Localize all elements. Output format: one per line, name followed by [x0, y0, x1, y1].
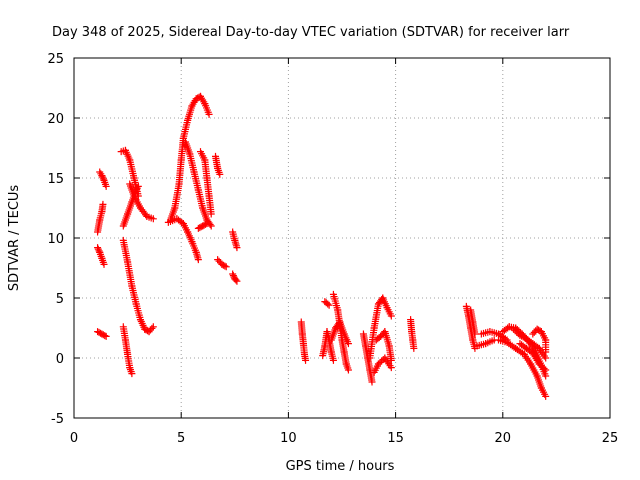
data-point — [194, 256, 202, 264]
data-point — [221, 262, 229, 270]
data-point — [99, 173, 107, 181]
data-point — [128, 370, 136, 378]
x-axis-title: GPS time / hours — [286, 459, 395, 474]
y-axis-ticks: -5 0 5 10 15 20 25 — [47, 52, 610, 427]
x-axis-ticks: 0 5 10 15 20 25 — [70, 58, 618, 446]
data-point — [99, 175, 107, 183]
data-point — [542, 354, 550, 362]
data-point — [510, 325, 518, 333]
data-point — [149, 323, 157, 331]
data-point — [376, 359, 384, 366]
data-point — [519, 349, 527, 357]
data-point — [542, 366, 550, 374]
y-tick-label: 15 — [47, 172, 64, 187]
data-point — [368, 378, 376, 386]
y-tick-label: 20 — [47, 112, 64, 127]
data-point — [201, 220, 209, 228]
data-point — [302, 356, 310, 364]
data-point — [100, 260, 108, 268]
data-point — [207, 210, 215, 218]
data-point — [511, 327, 519, 335]
data-point — [513, 328, 521, 336]
data-point — [324, 300, 332, 308]
data-point — [329, 356, 337, 364]
data-point — [102, 182, 110, 190]
x-tick-label: 15 — [387, 431, 404, 446]
data-point — [233, 244, 241, 252]
data-point — [540, 365, 548, 372]
data-point — [387, 364, 395, 372]
data-point — [94, 245, 102, 253]
y-tick-label: 10 — [47, 232, 64, 247]
data-point — [95, 247, 103, 255]
y-tick-label: 5 — [56, 292, 64, 307]
data-point — [94, 244, 102, 252]
chart-title: Day 348 of 2025, Sidereal Day-to-day VTE… — [52, 25, 570, 40]
x-tick-label: 10 — [280, 431, 297, 446]
x-tick-label: 5 — [177, 431, 185, 446]
data-point — [535, 360, 543, 368]
data-point — [471, 330, 479, 338]
data-point — [233, 277, 241, 285]
data-point — [387, 356, 395, 364]
data-point — [99, 200, 107, 208]
data-point — [101, 332, 109, 340]
data-point — [222, 263, 230, 271]
data-point — [205, 110, 213, 118]
data-point — [216, 170, 224, 178]
y-tick-label: 0 — [56, 352, 64, 367]
x-tick-label: 25 — [602, 431, 619, 446]
data-point — [102, 332, 110, 340]
data-point — [538, 363, 546, 371]
data-point — [542, 392, 550, 400]
data-point — [203, 220, 211, 228]
data-point — [537, 362, 545, 369]
data-point — [504, 324, 512, 332]
data-point — [410, 344, 418, 352]
data-point — [542, 372, 550, 380]
data-point — [344, 340, 352, 348]
data-point — [98, 172, 106, 180]
data-point — [207, 222, 215, 230]
data-point — [232, 276, 240, 284]
data-point — [134, 182, 142, 190]
data-point — [325, 301, 333, 309]
data-point — [149, 215, 157, 223]
x-tick-label: 20 — [495, 431, 512, 446]
data-point — [374, 360, 382, 368]
y-axis-title: SDTVAR / TECUs — [7, 185, 22, 292]
data-point — [229, 272, 237, 280]
data-point — [229, 270, 237, 278]
data-point — [148, 324, 156, 332]
data-points — [94, 92, 550, 400]
y-tick-label: 25 — [47, 52, 64, 67]
data-point — [344, 366, 352, 374]
data-point — [378, 357, 386, 365]
x-tick-label: 0 — [70, 431, 78, 446]
data-point — [387, 312, 395, 320]
y-tick-label: -5 — [51, 412, 64, 427]
